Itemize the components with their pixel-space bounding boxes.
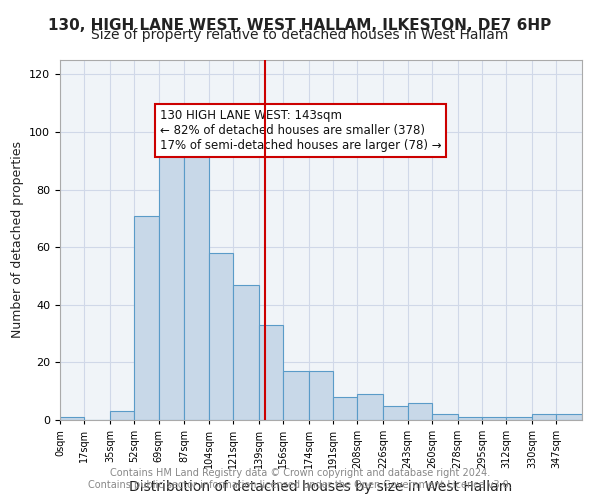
Y-axis label: Number of detached properties: Number of detached properties [11,142,23,338]
Bar [60,417,85,420]
Bar [432,414,458,420]
Bar [358,394,383,420]
Bar [134,216,158,420]
Bar [407,402,432,420]
Text: Size of property relative to detached houses in West Hallam: Size of property relative to detached ho… [91,28,509,42]
Bar [158,138,184,420]
Bar [458,417,482,420]
Text: 130, HIGH LANE WEST, WEST HALLAM, ILKESTON, DE7 6HP: 130, HIGH LANE WEST, WEST HALLAM, ILKEST… [49,18,551,32]
Bar [233,284,259,420]
Text: 130 HIGH LANE WEST: 143sqm
← 82% of detached houses are smaller (378)
17% of sem: 130 HIGH LANE WEST: 143sqm ← 82% of deta… [160,109,442,152]
Bar [506,417,532,420]
Bar [110,412,134,420]
Bar [383,406,407,420]
Bar [532,414,556,420]
Bar [283,371,309,420]
X-axis label: Distribution of detached houses by size in West Hallam: Distribution of detached houses by size … [130,480,512,494]
Bar [309,371,333,420]
Bar [482,417,506,420]
Bar [259,325,283,420]
Bar [556,414,582,420]
Bar [333,397,358,420]
Bar [184,144,209,420]
Text: Contains HM Land Registry data © Crown copyright and database right 2024.
Contai: Contains HM Land Registry data © Crown c… [88,468,512,490]
Bar [209,253,233,420]
